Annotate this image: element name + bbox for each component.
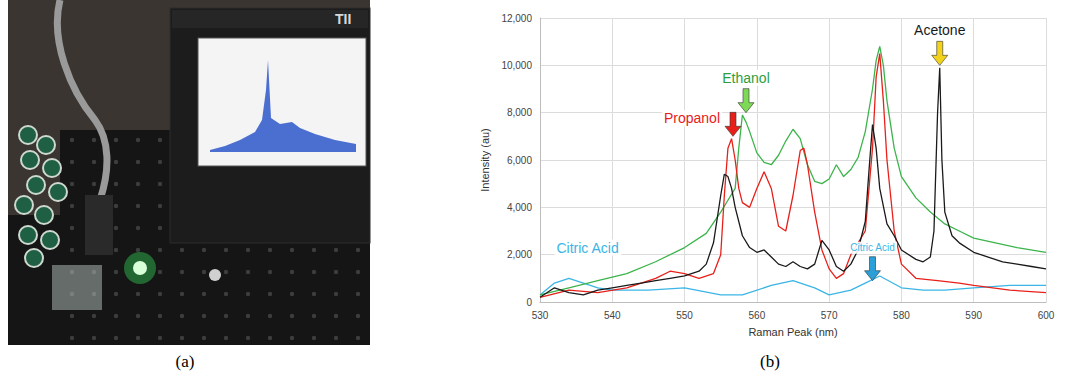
- svg-text:12,000: 12,000: [501, 13, 532, 24]
- svg-text:580: 580: [893, 310, 910, 321]
- svg-text:590: 590: [965, 310, 982, 321]
- svg-text:TII: TII: [335, 11, 351, 27]
- svg-text:10,000: 10,000: [501, 60, 532, 71]
- svg-text:4,000: 4,000: [507, 202, 532, 213]
- svg-text:6,000: 6,000: [507, 155, 532, 166]
- svg-text:600: 600: [1038, 310, 1055, 321]
- svg-text:Intensity (au): Intensity (au): [479, 128, 491, 192]
- svg-text:Citric Acid: Citric Acid: [556, 240, 618, 256]
- svg-text:560: 560: [749, 310, 766, 321]
- svg-text:540: 540: [604, 310, 621, 321]
- svg-text:Acetone: Acetone: [914, 22, 966, 38]
- svg-text:550: 550: [676, 310, 693, 321]
- svg-text:0: 0: [526, 297, 532, 308]
- svg-text:Propanol: Propanol: [664, 110, 720, 126]
- svg-text:570: 570: [821, 310, 838, 321]
- svg-text:Raman Peak (nm): Raman Peak (nm): [748, 326, 837, 338]
- svg-text:2,000: 2,000: [507, 249, 532, 260]
- svg-text:Ethanol: Ethanol: [722, 70, 769, 86]
- svg-text:8,000: 8,000: [507, 107, 532, 118]
- html-text:(b): (b): [760, 352, 780, 371]
- html-text:(a): (a): [175, 352, 195, 371]
- svg-text:530: 530: [532, 310, 549, 321]
- svg-text:Citric Acid: Citric Acid: [850, 242, 894, 253]
